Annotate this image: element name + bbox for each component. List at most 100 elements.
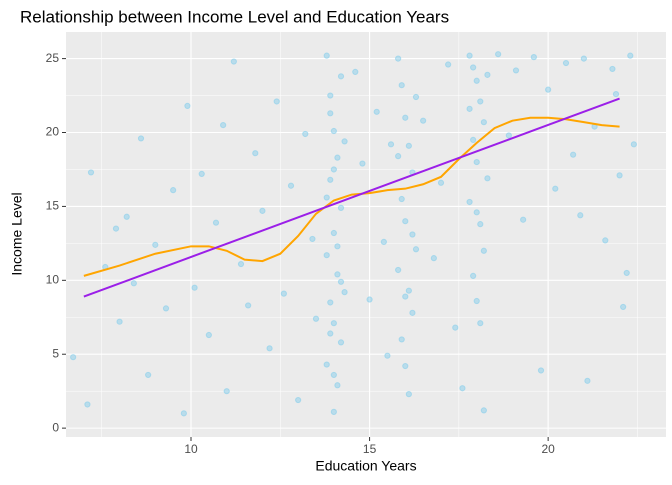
data-point: [287, 182, 295, 189]
data-point: [237, 260, 245, 268]
data-point: [312, 315, 320, 322]
data-point: [112, 225, 120, 232]
data-point: [359, 160, 366, 167]
data-point: [437, 179, 445, 186]
data-point: [412, 246, 420, 253]
data-point: [395, 266, 402, 274]
data-point: [495, 51, 502, 58]
data-point: [466, 198, 473, 206]
data-point: [116, 318, 123, 325]
data-point: [402, 362, 409, 370]
data-point: [380, 238, 387, 245]
data-point: [323, 194, 330, 201]
y-tick-label: 10: [46, 272, 60, 286]
data-point: [191, 284, 198, 291]
data-point: [473, 158, 480, 166]
data-point: [87, 169, 95, 176]
data-point: [402, 114, 409, 121]
data-point: [323, 52, 330, 59]
data-point: [584, 377, 591, 384]
data-point: [530, 54, 537, 61]
trend-line: [83, 116, 620, 277]
data-point: [70, 354, 77, 361]
data-point: [130, 280, 137, 287]
data-point: [466, 52, 473, 59]
data-point: [152, 241, 159, 248]
data-point: [505, 132, 512, 139]
data-point: [302, 130, 309, 138]
data-point: [309, 235, 316, 243]
data-point: [330, 408, 337, 415]
data-point: [402, 218, 409, 225]
x-axis-label: Education Years: [315, 458, 416, 474]
data-point: [334, 382, 341, 389]
data-point: [230, 58, 237, 65]
data-point: [459, 385, 466, 392]
data-point: [334, 154, 341, 161]
data-point: [452, 324, 459, 331]
data-point: [480, 247, 487, 254]
data-point: [402, 293, 409, 300]
x-tick-label: 15: [363, 442, 377, 456]
data-point: [537, 367, 545, 374]
data-point: [337, 204, 345, 211]
data-point: [252, 150, 259, 157]
data-point: [334, 271, 341, 278]
data-point: [330, 166, 337, 173]
data-point: [470, 272, 477, 279]
data-point: [609, 65, 616, 73]
data-point: [273, 98, 280, 105]
data-point: [405, 142, 412, 149]
data-point: [480, 407, 487, 414]
y-tick-label: 25: [46, 51, 60, 65]
data-point: [198, 170, 205, 177]
data-point: [512, 67, 520, 74]
data-point: [484, 175, 491, 182]
data-point: [405, 287, 412, 294]
data-point: [627, 52, 634, 59]
y-tick-label: 20: [46, 125, 60, 139]
data-point: [398, 336, 405, 343]
data-point: [327, 299, 334, 306]
y-tick-label: 15: [46, 199, 60, 213]
data-point: [562, 59, 570, 67]
data-point: [395, 55, 402, 62]
data-point: [220, 122, 227, 129]
data-point: [327, 330, 334, 337]
data-point: [473, 77, 480, 84]
data-point: [484, 71, 491, 78]
data-point: [266, 345, 273, 352]
y-axis-label: Income Level: [9, 192, 25, 275]
data-point: [212, 219, 220, 226]
data-point: [330, 371, 337, 379]
data-point: [412, 93, 420, 101]
data-point: [327, 110, 334, 117]
data-point: [259, 207, 266, 214]
data-point: [323, 361, 330, 368]
data-point: [162, 305, 170, 312]
data-point: [520, 216, 527, 223]
data-point: [405, 391, 412, 398]
data-point: [420, 117, 427, 124]
trend-line: [83, 97, 620, 298]
data-point: [123, 213, 130, 220]
data-point: [570, 151, 577, 158]
data-point: [327, 176, 334, 183]
data-point: [280, 290, 287, 297]
data-point: [473, 209, 480, 216]
data-point: [295, 396, 302, 404]
data-point: [205, 331, 212, 339]
data-point: [184, 102, 191, 110]
data-point: [409, 231, 416, 238]
plot-panel: [66, 32, 666, 437]
data-point: [84, 401, 91, 408]
data-point: [466, 105, 473, 112]
data-point: [334, 243, 341, 250]
data-point: [470, 64, 477, 71]
data-point: [223, 388, 230, 395]
data-point: [470, 136, 477, 144]
data-point: [477, 98, 484, 105]
data-point: [330, 127, 337, 135]
data-point: [341, 289, 348, 296]
data-point: [577, 212, 584, 219]
